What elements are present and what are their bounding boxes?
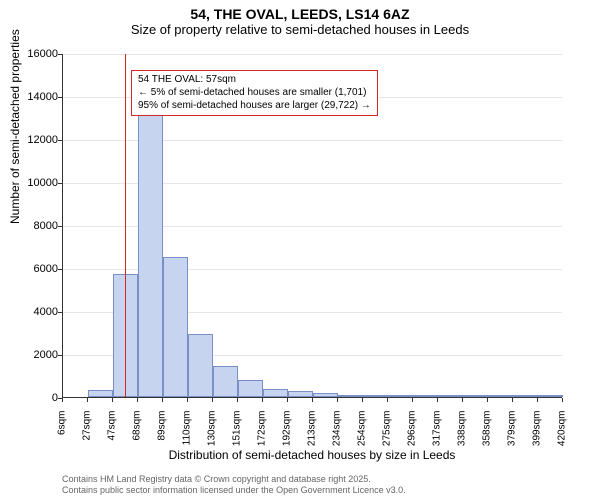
x-tick-mark: [262, 398, 263, 402]
y-tick-label: 6000: [34, 263, 58, 275]
y-tick-label: 12000: [27, 134, 58, 146]
annotation-line3: 95% of semi-detached houses are larger (…: [138, 100, 371, 113]
x-tick-mark: [287, 398, 288, 402]
chart-title-sub: Size of property relative to semi-detach…: [0, 22, 600, 43]
x-tick-mark: [512, 398, 513, 402]
x-tick-mark: [562, 398, 563, 402]
histogram-bar: [263, 389, 288, 397]
annotation-box: 54 THE OVAL: 57sqm ← 5% of semi-detached…: [131, 70, 378, 116]
chart-title-main: 54, THE OVAL, LEEDS, LS14 6AZ: [0, 0, 600, 22]
x-axis-label: Distribution of semi-detached houses by …: [62, 448, 562, 462]
histogram-bar: [388, 395, 413, 397]
histogram-bar: [163, 257, 188, 397]
reference-line: [125, 54, 126, 397]
x-tick-mark: [412, 398, 413, 402]
attribution-line1: Contains HM Land Registry data © Crown c…: [62, 474, 406, 485]
y-tick-label: 16000: [27, 48, 58, 60]
histogram-bar: [413, 395, 438, 397]
plot-area: 54 THE OVAL: 57sqm ← 5% of semi-detached…: [62, 54, 562, 398]
x-tick-mark: [362, 398, 363, 402]
x-tick-mark: [187, 398, 188, 402]
x-tick-mark: [237, 398, 238, 402]
histogram-bar: [363, 395, 388, 397]
x-tick-mark: [312, 398, 313, 402]
histogram-bar: [438, 395, 463, 397]
histogram-bar: [538, 395, 563, 397]
x-tick-mark: [212, 398, 213, 402]
histogram-bar: [138, 114, 163, 397]
y-tick-label: 14000: [27, 91, 58, 103]
y-tick-label: 4000: [34, 306, 58, 318]
x-tick-mark: [112, 398, 113, 402]
histogram-bar: [238, 380, 263, 397]
x-tick-mark: [462, 398, 463, 402]
x-tick-mark: [387, 398, 388, 402]
attribution-line2: Contains public sector information licen…: [62, 485, 406, 496]
histogram-bar: [463, 395, 488, 397]
histogram-bar: [513, 395, 538, 397]
x-tick-mark: [62, 398, 63, 402]
y-tick-label: 2000: [34, 349, 58, 361]
y-tick-label: 10000: [27, 177, 58, 189]
histogram-bar: [338, 395, 363, 397]
annotation-line1: 54 THE OVAL: 57sqm: [138, 74, 371, 87]
histogram-bar: [313, 393, 338, 397]
x-tick-mark: [537, 398, 538, 402]
annotation-line2: ← 5% of semi-detached houses are smaller…: [138, 87, 371, 100]
histogram-bar: [488, 395, 513, 397]
x-tick-mark: [87, 398, 88, 402]
histogram-bar: [188, 334, 213, 397]
x-tick-mark: [162, 398, 163, 402]
x-tick-mark: [487, 398, 488, 402]
histogram-bar: [88, 390, 113, 397]
histogram-chart: 54, THE OVAL, LEEDS, LS14 6AZ Size of pr…: [0, 0, 600, 500]
x-tick-mark: [337, 398, 338, 402]
y-tick-label: 8000: [34, 220, 58, 232]
histogram-bar: [213, 366, 238, 397]
x-tick-mark: [137, 398, 138, 402]
x-tick-mark: [437, 398, 438, 402]
y-axis-label: Number of semi-detached properties: [8, 29, 22, 224]
histogram-bar: [288, 391, 313, 397]
attribution-text: Contains HM Land Registry data © Crown c…: [62, 474, 406, 497]
